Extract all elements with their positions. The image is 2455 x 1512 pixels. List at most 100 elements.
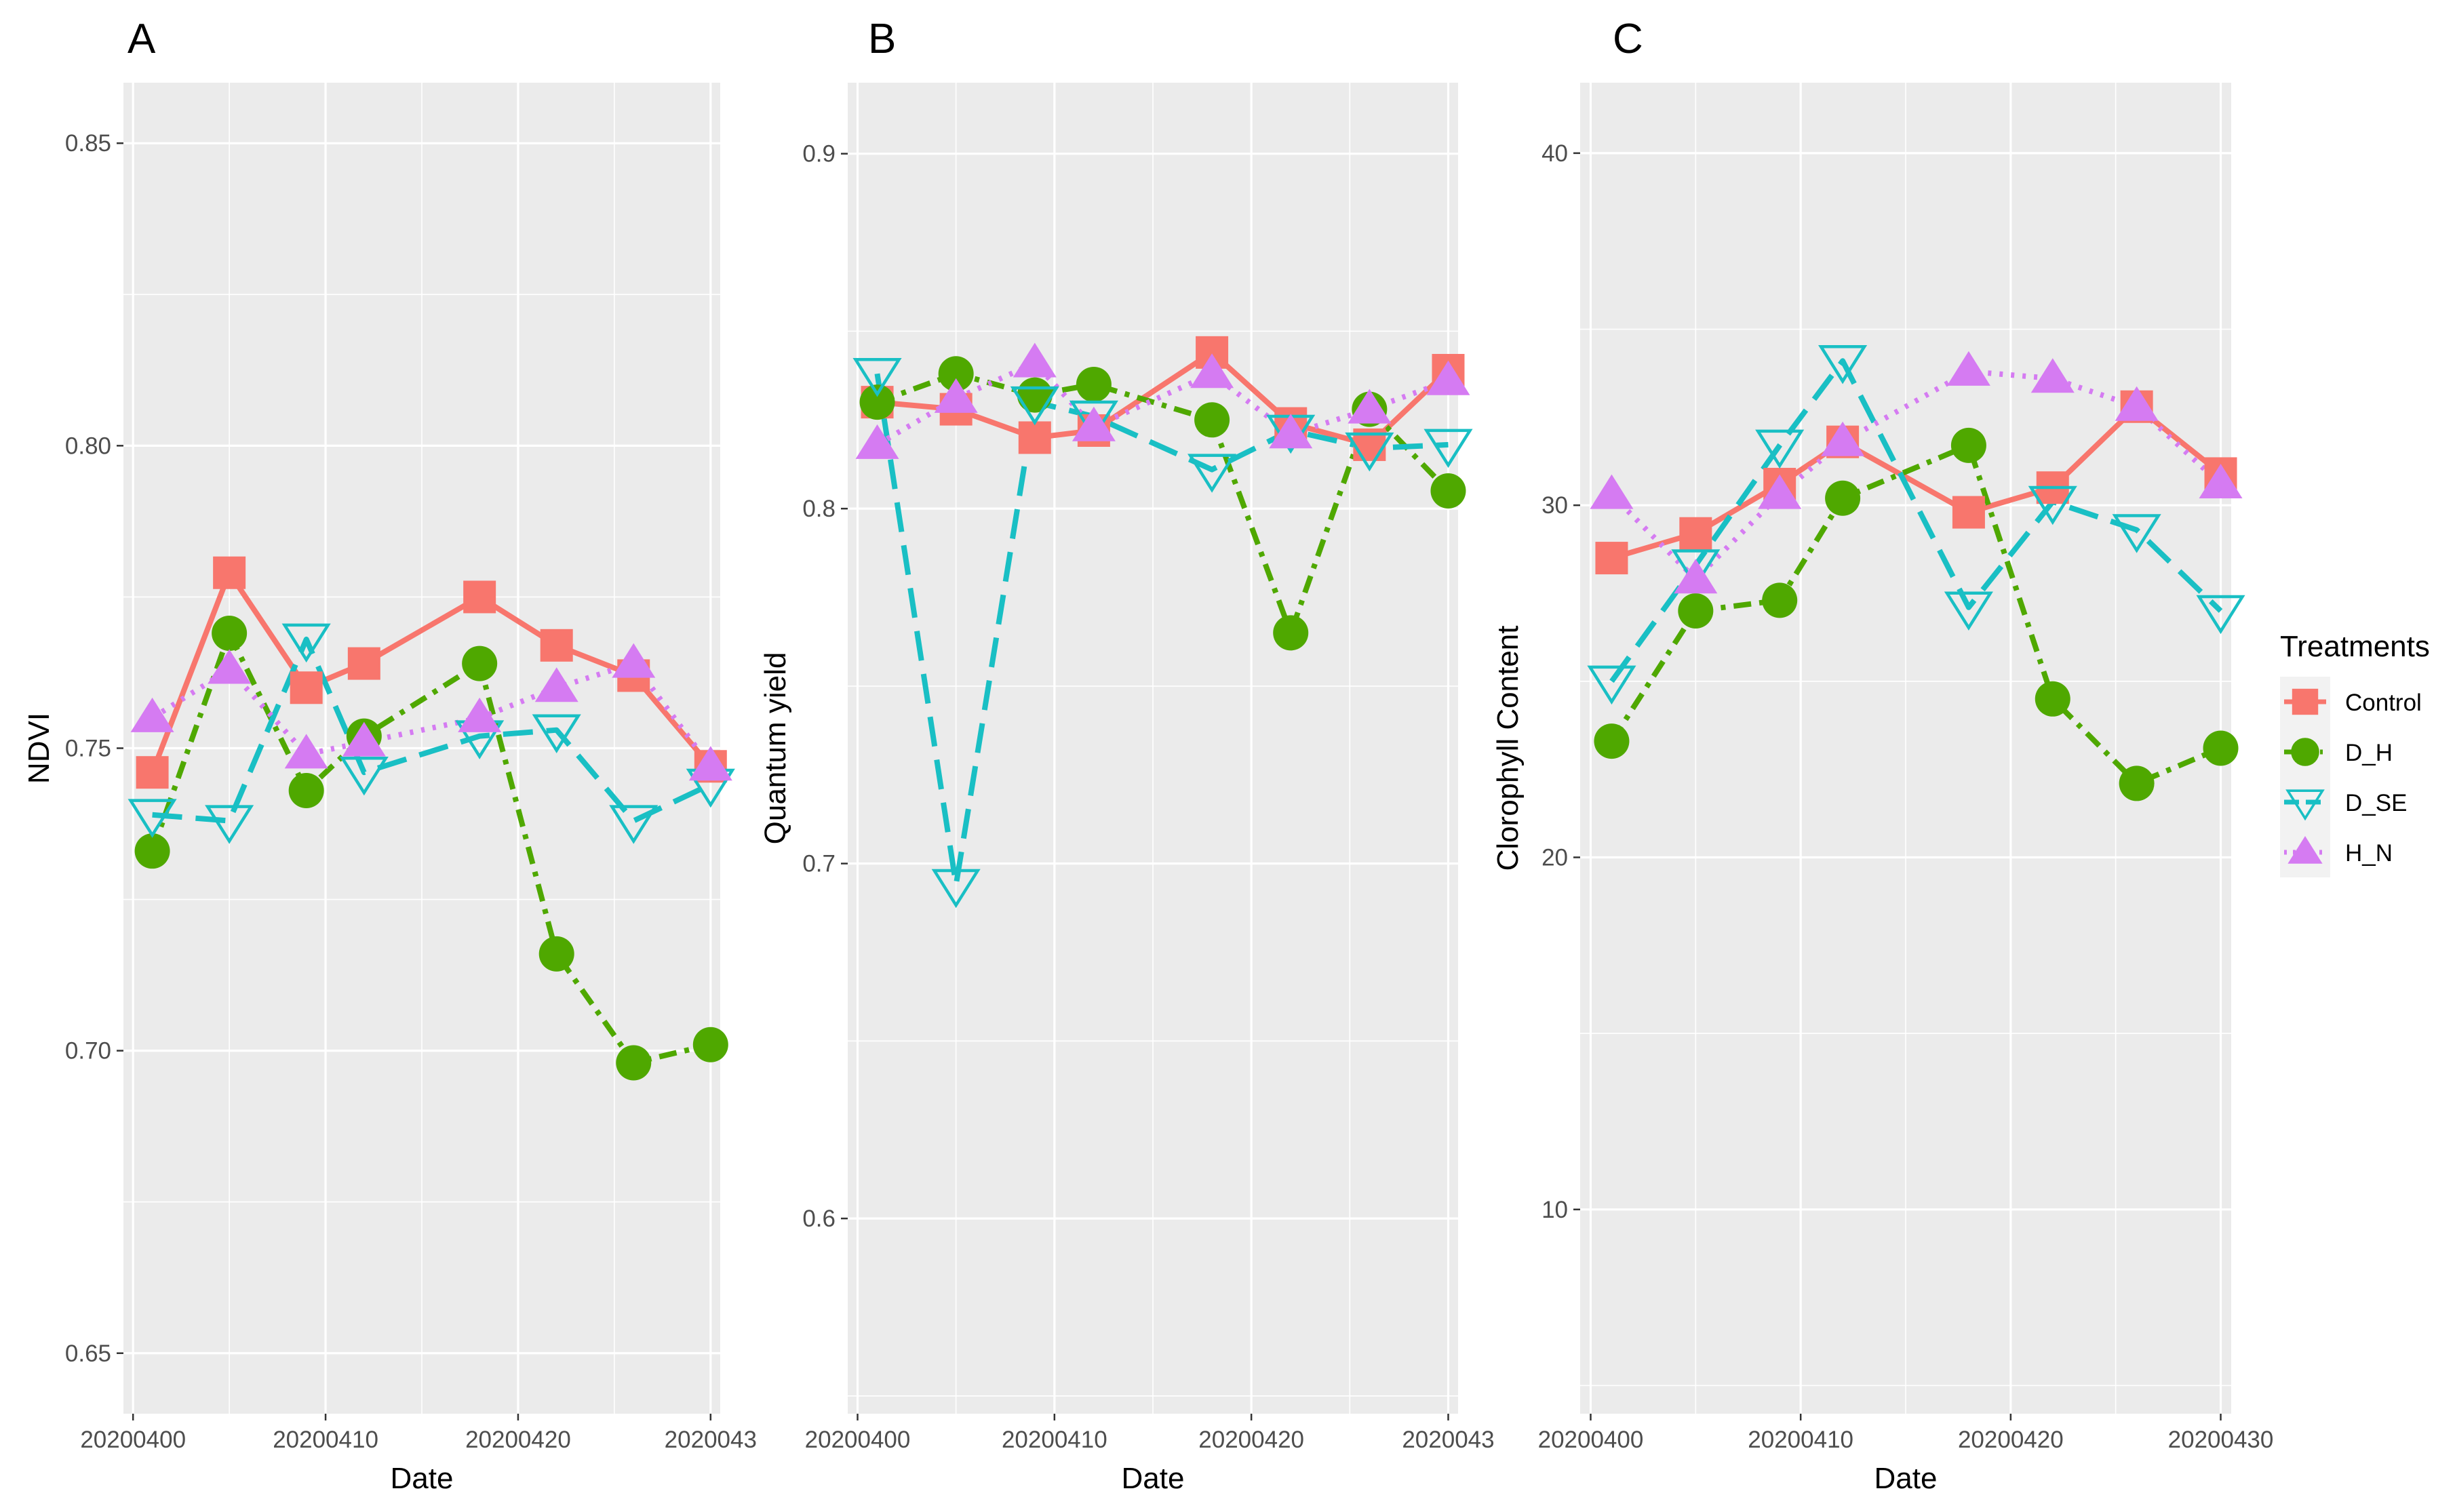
- legend-label: D_SE: [2345, 790, 2407, 816]
- point-h-n: [1348, 389, 1392, 424]
- point-control: [540, 629, 573, 662]
- point-d-h: [538, 936, 574, 972]
- legend: Treatments Control D_H D_SE H_N: [2280, 630, 2430, 877]
- legend-label: D_H: [2345, 740, 2393, 766]
- point-h-n: [284, 734, 328, 769]
- point-d-h: [1194, 402, 1230, 438]
- y-tick-label: 0.7: [802, 851, 836, 877]
- point-h-n: [1821, 421, 1865, 456]
- point-h-n: [2030, 358, 2075, 393]
- point-d-se: [1423, 429, 1473, 469]
- series-line-h-n: [876, 360, 1449, 447]
- x-tick-label: 2020043: [1402, 1427, 1494, 1453]
- point-h-n: [130, 697, 174, 732]
- y-axis-title: Clorophyll Content: [1491, 626, 1525, 871]
- legend-key-marker: [2287, 836, 2323, 864]
- point-d-se: [127, 799, 177, 838]
- point-h-n: [342, 721, 386, 757]
- point-d-h: [1950, 427, 1986, 463]
- point-d-se: [205, 805, 254, 844]
- point-h-n: [1269, 414, 1313, 449]
- y-tick-label: 0.85: [65, 130, 111, 157]
- panel-c: 10 20 30 40 20200400 20200410 20200420 20200430…: [1491, 16, 2273, 1495]
- y-tick-label: 0.75: [65, 736, 111, 762]
- y-tick-label: 0.70: [65, 1038, 111, 1065]
- point-d-h: [134, 833, 170, 869]
- point-d-h: [2119, 765, 2155, 801]
- y-tick-label: 0.65: [65, 1340, 111, 1367]
- x-tick-label: 20200410: [1748, 1427, 1853, 1453]
- point-d-se: [281, 623, 331, 663]
- point-d-se: [1755, 429, 1805, 469]
- point-h-n: [1590, 474, 1634, 509]
- legend-item-d-se: D_SE: [2280, 777, 2407, 827]
- legend-item-control: Control: [2280, 677, 2422, 727]
- point-h-n: [1946, 351, 1990, 386]
- point-d-se: [1944, 591, 1993, 631]
- point-control: [1018, 421, 1051, 454]
- point-control: [1595, 542, 1628, 575]
- panel-b: 0.6 0.7 0.8 0.9 20200400 20200410 20200420 2020…: [759, 16, 1495, 1495]
- legend-marker-d-h: [2291, 738, 2319, 766]
- y-tick-label: 10: [1541, 1197, 1568, 1223]
- x-tick-label: 20200420: [1958, 1427, 2064, 1453]
- legend-title: Treatments: [2280, 630, 2430, 663]
- legend-item-h-n: H_N: [2280, 827, 2393, 877]
- point-d-h: [1762, 582, 1798, 618]
- x-tick-label: 2020043: [665, 1427, 757, 1453]
- legend-marker-h-n: [2287, 836, 2323, 864]
- point-d-se: [1671, 549, 1721, 589]
- point-d-h: [2203, 730, 2239, 766]
- point-d-se: [609, 805, 659, 844]
- x-tick-label: 20200410: [273, 1427, 378, 1453]
- point-d-h: [938, 356, 974, 392]
- y-tick-label: 20: [1541, 844, 1568, 871]
- legend-marker-control: [2292, 688, 2319, 715]
- point-d-h: [1825, 480, 1861, 516]
- point-d-h: [1430, 473, 1466, 509]
- x-tick-label: 20200400: [80, 1427, 186, 1453]
- legend-label: Control: [2345, 690, 2422, 716]
- x-tick-label: 20200400: [1538, 1427, 1644, 1453]
- y-tick-label: 0.8: [802, 496, 836, 522]
- point-d-h: [1594, 723, 1630, 759]
- series-line-d-h: [149, 631, 711, 1066]
- point-h-n: [458, 697, 502, 732]
- x-axis-title: Date: [391, 1462, 454, 1495]
- point-h-n: [934, 378, 978, 413]
- legend-item-d-h: D_H: [2280, 727, 2393, 777]
- point-d-h: [1273, 615, 1309, 651]
- y-tick-label: 0.80: [65, 433, 111, 459]
- point-h-n: [688, 746, 732, 781]
- x-tick-label: 20200420: [1198, 1427, 1304, 1453]
- point-control: [213, 556, 246, 589]
- point-d-se: [1818, 345, 1868, 384]
- point-d-se: [532, 714, 581, 753]
- point-d-h: [1017, 377, 1053, 413]
- series-points: [127, 556, 735, 1081]
- axes: 0.65 0.70 0.75 0.80 0.85 20200400 20200410 2020…: [65, 130, 757, 1453]
- point-d-h: [2035, 681, 2070, 717]
- point-h-n: [1190, 353, 1234, 389]
- point-d-se: [852, 357, 902, 397]
- series-points: [1587, 345, 2245, 801]
- point-d-se: [339, 756, 389, 796]
- point-d-h: [288, 772, 324, 808]
- minor-gridlines: [848, 83, 1458, 1414]
- axes: 0.6 0.7 0.8 0.9 20200400 20200410 20200420 2020…: [802, 141, 1494, 1453]
- y-tick-label: 0.6: [802, 1206, 836, 1232]
- point-d-h: [212, 615, 248, 651]
- point-d-h: [462, 645, 498, 681]
- point-d-h: [1076, 366, 1112, 402]
- legend-key-marker: [2292, 688, 2319, 715]
- point-control: [463, 580, 496, 614]
- point-d-h: [859, 384, 895, 420]
- legend-marker-d-se: [2285, 789, 2325, 821]
- point-d-h: [1678, 593, 1714, 629]
- point-d-se: [1010, 386, 1059, 426]
- x-tick-label: 20200430: [2168, 1427, 2274, 1453]
- point-h-n: [534, 667, 578, 702]
- point-h-n: [1674, 559, 1718, 594]
